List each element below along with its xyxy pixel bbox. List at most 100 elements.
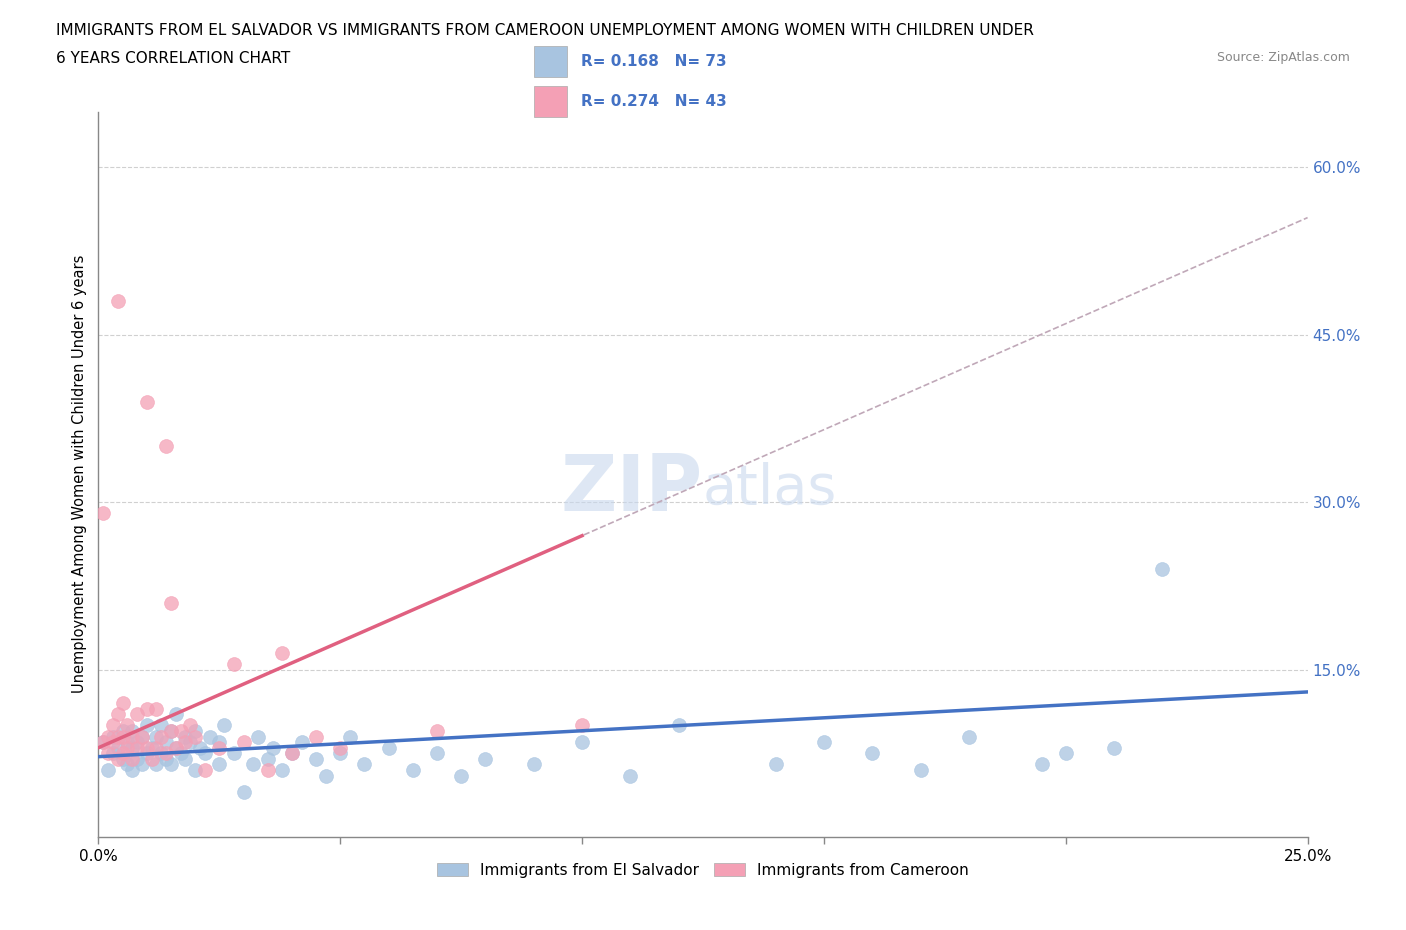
Point (111, 729, 134, 744)
Point (179, 718, 201, 733)
Text: IMMIGRANTS FROM EL SALVADOR VS IMMIGRANTS FROM CAMEROON UNEMPLOYMENT AMONG WOMEN: IMMIGRANTS FROM EL SALVADOR VS IMMIGRANT… (56, 23, 1035, 38)
Point (135, 746, 157, 761)
Point (426, 724, 449, 738)
Point (281, 746, 304, 761)
Point (474, 751, 496, 766)
Point (222, 746, 245, 761)
Point (160, 595, 183, 610)
Point (150, 718, 173, 733)
Point (150, 746, 173, 761)
Legend: Immigrants from El Salvador, Immigrants from Cameroon: Immigrants from El Salvador, Immigrants … (432, 857, 974, 884)
Point (97, 746, 120, 761)
Point (97, 763, 120, 777)
Point (155, 439, 177, 454)
Point (222, 657, 245, 671)
Point (184, 724, 207, 738)
Point (571, 735, 593, 750)
Bar (534, 46, 568, 77)
Point (184, 763, 207, 777)
Point (117, 757, 139, 772)
Point (271, 645, 294, 660)
Point (121, 751, 143, 766)
Point (97, 729, 120, 744)
Text: Source: ZipAtlas.com: Source: ZipAtlas.com (1216, 51, 1350, 64)
Point (169, 746, 191, 761)
Point (619, 768, 641, 783)
Point (160, 724, 183, 738)
Point (107, 729, 129, 744)
Point (450, 768, 472, 783)
Point (426, 746, 449, 761)
Point (256, 751, 278, 766)
Point (127, 751, 149, 766)
Point (315, 768, 337, 783)
Point (765, 757, 787, 772)
Text: 6 YEARS CORRELATION CHART: 6 YEARS CORRELATION CHART (56, 51, 291, 66)
Point (281, 746, 304, 761)
Point (179, 735, 201, 750)
Point (141, 740, 163, 755)
Point (155, 746, 177, 761)
Point (121, 740, 143, 755)
Point (111, 724, 134, 738)
Point (290, 735, 312, 750)
Text: R= 0.168   N= 73: R= 0.168 N= 73 (581, 54, 727, 69)
Bar (534, 86, 568, 117)
Point (127, 707, 149, 722)
Point (160, 724, 183, 738)
Point (194, 746, 217, 761)
Point (1102, 740, 1125, 755)
Y-axis label: Unemployment Among Women with Children Under 6 years: Unemployment Among Women with Children U… (72, 255, 87, 694)
Point (271, 763, 294, 777)
Point (305, 751, 328, 766)
Point (145, 740, 167, 755)
Point (101, 718, 124, 733)
Point (247, 729, 270, 744)
Point (188, 740, 211, 755)
Point (165, 740, 187, 755)
Point (208, 735, 231, 750)
Point (329, 746, 352, 761)
Point (155, 735, 177, 750)
Point (107, 740, 129, 755)
Point (91, 735, 114, 750)
Point (135, 394, 157, 409)
Point (165, 707, 187, 722)
Point (121, 724, 143, 738)
Point (155, 751, 177, 766)
Point (212, 718, 235, 733)
Point (910, 763, 932, 777)
Point (208, 740, 231, 755)
Point (165, 740, 187, 755)
Point (813, 735, 835, 750)
Point (135, 740, 157, 755)
Point (256, 763, 278, 777)
Point (1054, 746, 1077, 761)
Point (232, 735, 254, 750)
Point (232, 785, 254, 800)
Point (117, 740, 139, 755)
Point (101, 729, 124, 744)
Point (329, 740, 352, 755)
Point (184, 729, 207, 744)
Point (131, 757, 153, 772)
Point (174, 729, 197, 744)
Text: R= 0.274   N= 43: R= 0.274 N= 43 (581, 94, 727, 109)
Point (160, 757, 183, 772)
Point (523, 757, 546, 772)
Point (571, 718, 593, 733)
Point (1152, 562, 1174, 577)
Point (121, 729, 143, 744)
Point (145, 729, 167, 744)
Point (117, 718, 139, 733)
Point (131, 729, 153, 744)
Point (107, 294, 129, 309)
Point (131, 729, 153, 744)
Point (111, 751, 134, 766)
Point (135, 701, 157, 716)
Point (339, 729, 361, 744)
Point (262, 740, 284, 755)
Point (91, 506, 114, 521)
Point (353, 757, 375, 772)
Text: ZIP: ZIP (561, 451, 703, 526)
